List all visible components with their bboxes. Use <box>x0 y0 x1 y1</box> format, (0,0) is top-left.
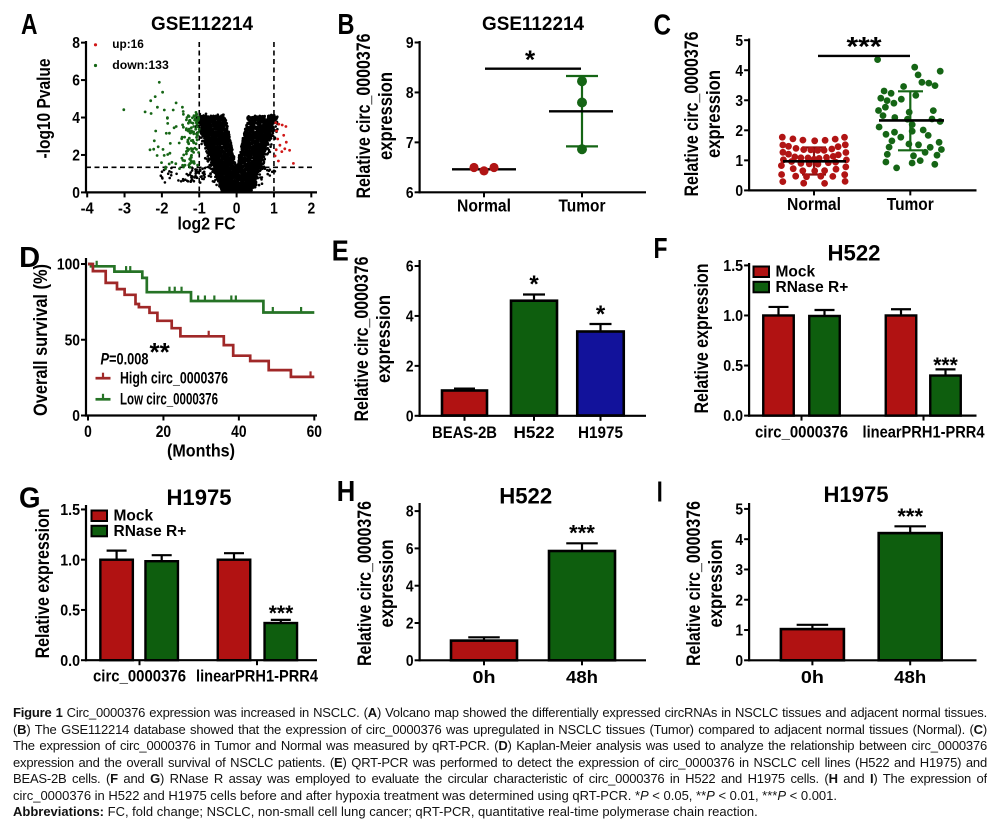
svg-text:0: 0 <box>72 185 80 202</box>
svg-text:-1: -1 <box>193 200 206 217</box>
svg-text:up:16: up:16 <box>112 37 144 51</box>
svg-text:log2 FC: log2 FC <box>178 214 236 234</box>
svg-text:-log10 Pvalue: -log10 Pvalue <box>33 59 54 159</box>
svg-text:down:133: down:133 <box>112 58 169 72</box>
svg-text:2: 2 <box>72 148 80 165</box>
svg-text:A: A <box>21 9 38 41</box>
svg-text:-4: -4 <box>81 200 94 217</box>
svg-text:4: 4 <box>72 110 80 127</box>
svg-text:-3: -3 <box>118 200 131 217</box>
svg-text:0: 0 <box>233 200 241 217</box>
svg-text:8: 8 <box>72 35 80 52</box>
svg-text:GSE112214: GSE112214 <box>151 14 253 35</box>
svg-text:1: 1 <box>270 200 278 217</box>
svg-text:-2: -2 <box>155 200 168 217</box>
svg-text:6: 6 <box>72 73 80 90</box>
svg-text:2: 2 <box>307 200 315 217</box>
